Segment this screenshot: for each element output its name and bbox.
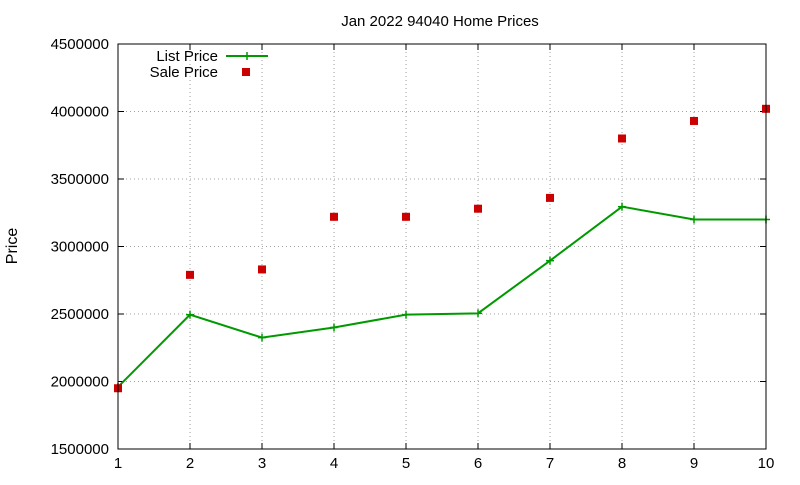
y-tick-label: 3000000	[51, 239, 109, 256]
x-tick-label: 9	[690, 455, 698, 472]
plot-frame	[117, 43, 767, 450]
list-price-point	[330, 323, 338, 332]
y-tick-label: 2500000	[51, 306, 109, 323]
x-tick-label: 10	[758, 455, 775, 472]
tick-labels: 1 2 3 4 5 6 7 8 9 10 1500000 2000000 2500000 3000000 3…	[51, 36, 775, 472]
grid-lines	[118, 44, 766, 449]
list-price-point	[402, 310, 410, 319]
x-tick-label: 8	[618, 455, 626, 472]
chart-title: Jan 2022 94040 Home Prices	[341, 13, 539, 30]
sale-price-point	[186, 270, 194, 279]
y-tick-label: 4500000	[51, 36, 109, 53]
list-price-point	[258, 333, 266, 342]
x-tick-label: 5	[402, 455, 410, 472]
series-list-price	[114, 202, 770, 391]
sale-price-point	[690, 116, 698, 125]
x-tick-label: 2	[186, 455, 194, 472]
list-price-point	[474, 309, 482, 318]
legend-marker-list-price	[243, 52, 251, 60]
sale-price-point	[546, 193, 554, 202]
list-price-point	[618, 202, 626, 211]
legend-label: Sale Price	[150, 64, 218, 81]
x-tick-label: 4	[330, 455, 338, 472]
y-tick-label: 2000000	[51, 374, 109, 391]
series-sale-price	[114, 104, 770, 393]
x-tick-label: 7	[546, 455, 554, 472]
legend-swatch-sale-price	[242, 68, 250, 76]
x-tick-label: 1	[114, 455, 122, 472]
x-tick-label: 3	[258, 455, 266, 472]
list-price-point	[546, 256, 554, 265]
x-tick-label: 6	[474, 455, 482, 472]
list-price-point	[186, 310, 194, 319]
sale-price-point	[330, 212, 338, 221]
y-tick-label: 4000000	[51, 104, 109, 121]
y-tick-label: 3500000	[51, 171, 109, 188]
sale-price-point	[618, 134, 626, 143]
sale-price-point	[402, 212, 410, 221]
sale-price-point	[474, 204, 482, 213]
series-layer	[114, 104, 770, 393]
legend-label: List Price	[156, 48, 218, 65]
sale-price-point	[258, 265, 266, 274]
list-price-line	[117, 205, 766, 388]
list-price-point	[690, 215, 698, 224]
y-tick-label: 1500000	[51, 441, 109, 458]
y-axis-label: Price	[4, 228, 21, 265]
